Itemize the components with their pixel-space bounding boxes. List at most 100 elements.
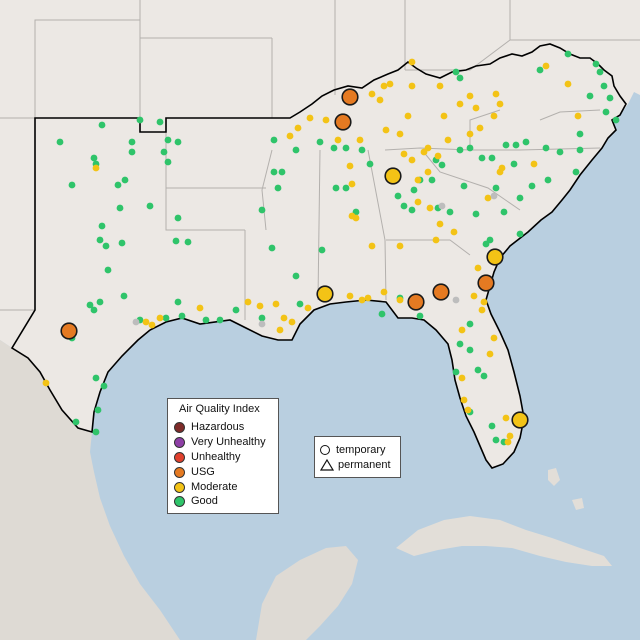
legend-item-very-unhealthy: Very Unhealthy [174, 435, 266, 449]
monitor-small [148, 321, 156, 329]
monitor-small [256, 302, 264, 310]
aqi-legend-title: Air Quality Index [179, 403, 260, 415]
monitor-small [564, 50, 572, 58]
monitor-small [452, 296, 460, 304]
bahamas-island [548, 468, 560, 486]
monitor-small [488, 154, 496, 162]
monitor-small [428, 176, 436, 184]
monitor-temporary [486, 248, 504, 266]
legend-item-good: Good [174, 494, 218, 508]
monitor-small [456, 340, 464, 348]
monitor-small [98, 121, 106, 129]
monitor-temporary [432, 283, 450, 301]
monitor-small [408, 206, 416, 214]
usg-swatch [174, 466, 185, 478]
monitor-small [378, 310, 386, 318]
monitor-small [164, 136, 172, 144]
monitor-small [382, 126, 390, 134]
monitor-small [334, 136, 342, 144]
monitor-small [164, 158, 172, 166]
monitor-small [104, 266, 112, 274]
monitor-small [121, 176, 129, 184]
monitor-small [366, 160, 374, 168]
monitor-small [346, 292, 354, 300]
monitor-small [92, 428, 100, 436]
state-borders [0, 0, 640, 320]
monitor-small [516, 194, 524, 202]
monitor-small [120, 292, 128, 300]
monitor-small [592, 60, 600, 68]
monitor-small [356, 136, 364, 144]
monitor-small [472, 210, 480, 218]
monitor-small [472, 104, 480, 112]
monitor-small [576, 130, 584, 138]
monitor-small [498, 164, 506, 172]
monitor-small [516, 230, 524, 238]
monitor-small [330, 144, 338, 152]
legend-item-usg: USG [174, 465, 215, 479]
monitor-small [452, 368, 460, 376]
monitor-small [288, 318, 296, 326]
monitor-small [358, 296, 366, 304]
monitor-small [480, 372, 488, 380]
monitor-small [270, 136, 278, 144]
monitor-small [476, 124, 484, 132]
monitor-small [306, 114, 314, 122]
monitor-small [396, 242, 404, 250]
monitor-small [488, 422, 496, 430]
monitor-small [490, 192, 498, 200]
monitor-small [528, 182, 536, 190]
monitor-small [542, 144, 550, 152]
monitor-small [90, 154, 98, 162]
monitor-small [478, 306, 486, 314]
monitor-small [86, 301, 94, 309]
monitor-small [352, 214, 360, 222]
monitor-temporary [60, 322, 78, 340]
monitor-small [572, 168, 580, 176]
monitor-small [386, 80, 394, 88]
monitor-small [94, 406, 102, 414]
monitor-small [446, 208, 454, 216]
monitor-small [400, 202, 408, 210]
legend-item-unhealthy: Unhealthy [174, 450, 241, 464]
monitor-small [502, 414, 510, 422]
monitor-small [432, 236, 440, 244]
monitor-small [424, 144, 432, 152]
hazardous-swatch [174, 421, 185, 433]
monitor-small [436, 220, 444, 228]
monitor-small [380, 288, 388, 296]
monitor-small [512, 141, 520, 149]
very-unhealthy-swatch [174, 436, 185, 448]
monitor-small [294, 124, 302, 132]
circle-icon [320, 444, 330, 455]
monitor-small [492, 184, 500, 192]
legend-label-hazardous: Hazardous [191, 421, 245, 433]
monitor-small [466, 320, 474, 328]
monitor-small [456, 74, 464, 82]
monitor-temporary [316, 285, 334, 303]
monitor-small [456, 146, 464, 154]
monitor-small [576, 146, 584, 154]
monitor-small [438, 161, 446, 169]
monitor-small [556, 148, 564, 156]
monitor-small [174, 138, 182, 146]
monitor-small [380, 82, 388, 90]
monitor-small [342, 144, 350, 152]
monitor-small [318, 246, 326, 254]
monitor-small [96, 298, 104, 306]
monitor-small [146, 202, 154, 210]
monitor-small [602, 108, 610, 116]
monitor-small [100, 382, 108, 390]
monitor-small [464, 406, 472, 414]
monitor-temporary [341, 88, 359, 106]
monitor-small [408, 156, 416, 164]
monitor-small [510, 160, 518, 168]
monitor-small [474, 366, 482, 374]
monitor-small [612, 116, 620, 124]
monitor-small [394, 192, 402, 200]
monitor-small [502, 141, 510, 149]
monitor-small [116, 204, 124, 212]
monitor-small [452, 68, 460, 76]
monitor-small [414, 176, 422, 184]
